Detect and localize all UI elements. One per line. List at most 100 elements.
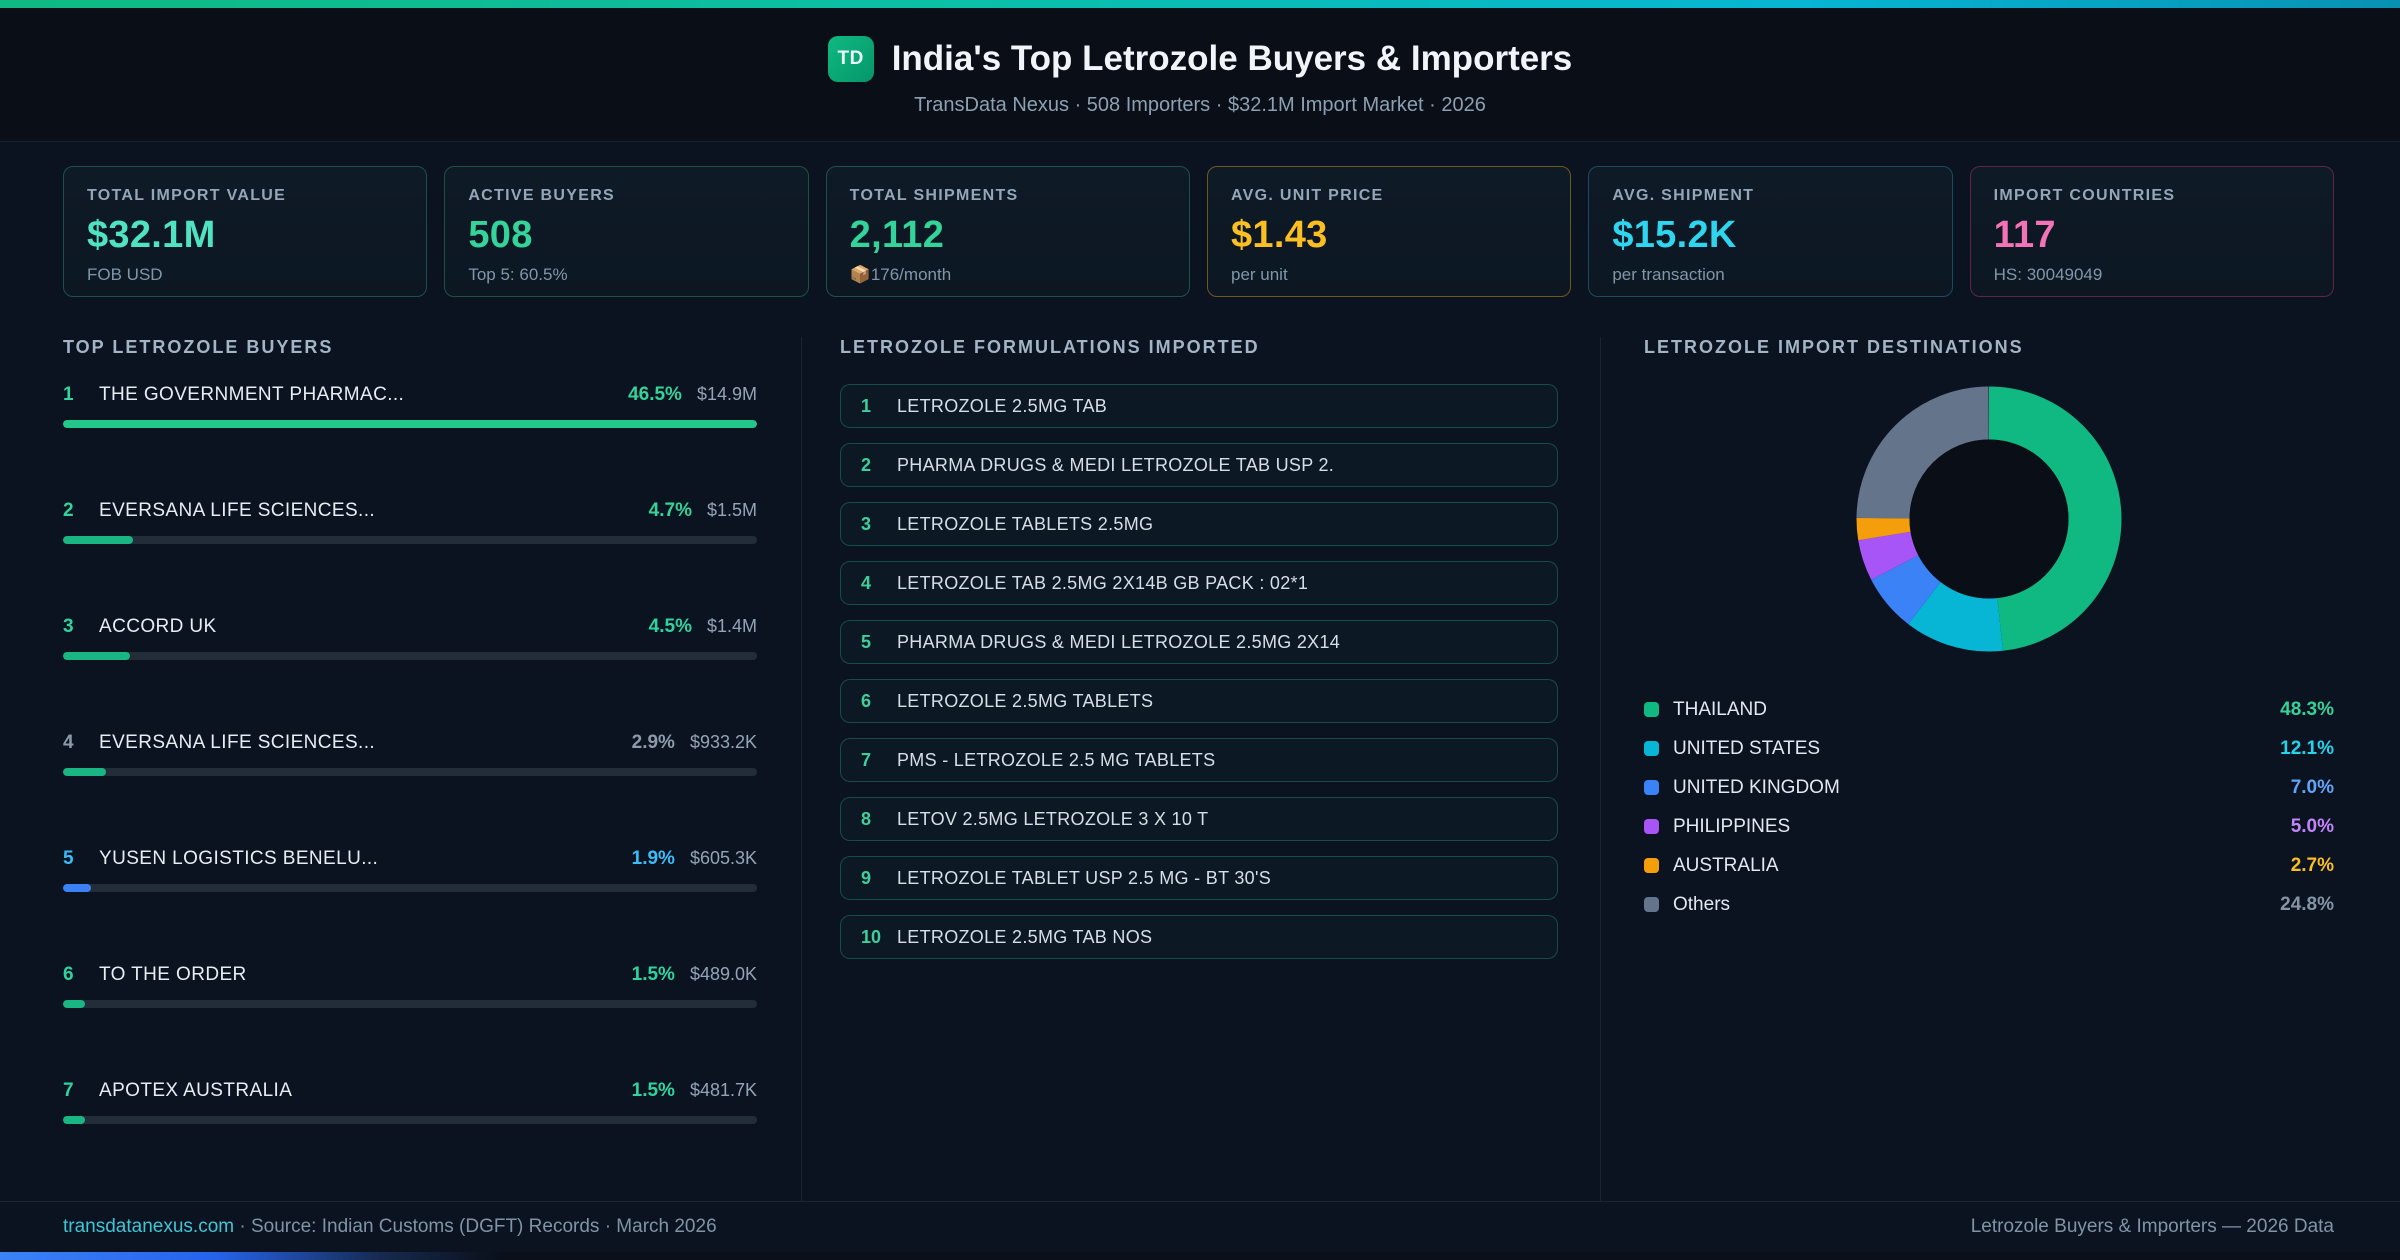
buyer-rank: 3: [63, 616, 74, 637]
formulation-item: 8 LETOV 2.5MG LETROZOLE 3 X 10 T: [840, 797, 1558, 841]
stat-card: TOTAL IMPORT VALUE $32.1M FOB USD: [63, 166, 428, 297]
buyer-bar-fill: [63, 652, 131, 660]
legend-country-label: THAILAND: [1673, 698, 1767, 720]
formulation-name: LETROZOLE TAB 2.5MG 2X14B GB PACK : 02*1: [897, 572, 1309, 593]
buyer-bar-track: [63, 1000, 757, 1008]
formulation-name: PHARMA DRUGS & MEDI LETROZOLE TAB USP 2.: [897, 454, 1335, 475]
legend-swatch: [1644, 858, 1659, 873]
buyer-value: $1.5M: [706, 500, 757, 520]
formulation-name: PHARMA DRUGS & MEDI LETROZOLE 2.5MG 2X14: [897, 631, 1341, 652]
donut-segment-thailand: [1856, 386, 2122, 652]
formulation-item: 2 PHARMA DRUGS & MEDI LETROZOLE TAB USP …: [840, 443, 1558, 487]
top-buyers-heading: TOP LETROZOLE BUYERS: [63, 337, 334, 357]
buyer-value: $489.0K: [689, 964, 757, 984]
legend-country-label: AUSTRALIA: [1673, 854, 1779, 876]
buyer-rank: 2: [63, 500, 74, 521]
stat-sub: FOB USD: [87, 265, 163, 284]
stat-value: 2,112: [849, 214, 945, 256]
donut-segment-united-states: [1856, 386, 2122, 652]
top-buyers-panel: TOP LETROZOLE BUYERS 1 THE GOVERNMENT PH…: [63, 337, 801, 1201]
main-content: TOP LETROZOLE BUYERS 1 THE GOVERNMENT PH…: [0, 297, 2400, 1201]
legend-row: UNITED STATES 12.1%: [1644, 729, 2334, 768]
formulation-name: PMS - LETROZOLE 2.5 MG TABLETS: [897, 749, 1216, 770]
buyer-bar-fill: [63, 536, 134, 544]
destinations-heading: LETROZOLE IMPORT DESTINATIONS: [1644, 337, 2024, 357]
header: TD India's Top Letrozole Buyers & Import…: [0, 8, 2400, 142]
buyer-bar-track: [63, 652, 757, 660]
buyer-row: 5 YUSEN LOGISTICS BENELU... 1.9% $605.3K: [63, 848, 757, 892]
formulation-item: 4 LETROZOLE TAB 2.5MG 2X14B GB PACK : 02…: [840, 561, 1558, 605]
legend-percent: 7.0%: [2290, 776, 2334, 798]
legend-swatch: [1644, 819, 1659, 834]
stat-label: TOTAL IMPORT VALUE: [87, 187, 287, 204]
stat-card: IMPORT COUNTRIES 117 HS: 30049049: [1969, 166, 2334, 297]
footer-right-text: Letrozole Buyers & Importers — 2026 Data: [1970, 1216, 2334, 1237]
footer-source-text: transdatanexus.com · Source: Indian Cust…: [63, 1216, 717, 1238]
donut-segment-australia: [1856, 386, 2122, 652]
buyer-row: 1 THE GOVERNMENT PHARMAC... 46.5% $14.9M: [63, 384, 757, 428]
formulation-number: 4: [861, 572, 872, 593]
formulation-item: 9 LETROZOLE TABLET USP 2.5 MG - BT 30'S: [840, 856, 1558, 900]
legend-swatch: [1644, 741, 1659, 756]
formulation-item: 6 LETROZOLE 2.5MG TABLETS: [840, 679, 1558, 723]
import-destinations-donut-chart: [1856, 386, 2122, 652]
formulation-number: 10: [861, 926, 882, 947]
page-title: India's Top Letrozole Buyers & Importers: [891, 39, 1573, 78]
legend-row: PHILIPPINES 5.0%: [1644, 807, 2334, 846]
buyer-share-percent: 1.9%: [631, 848, 675, 869]
footer-domain-link[interactable]: transdatanexus.com: [63, 1216, 235, 1237]
buyer-name: YUSEN LOGISTICS BENELU...: [99, 848, 379, 869]
buyer-bar-fill: [63, 1000, 86, 1008]
stat-sub: per unit: [1230, 265, 1288, 284]
formulation-item: 7 PMS - LETROZOLE 2.5 MG TABLETS: [840, 738, 1558, 782]
stat-sub: HS: 30049049: [1993, 265, 2103, 284]
formulation-item: 10 LETROZOLE 2.5MG TAB NOS: [840, 915, 1558, 959]
stat-value: $32.1M: [87, 214, 216, 256]
formulation-number: 1: [861, 395, 872, 416]
formulation-item: 5 PHARMA DRUGS & MEDI LETROZOLE 2.5MG 2X…: [840, 620, 1558, 664]
buyer-share-percent: 1.5%: [631, 1080, 675, 1101]
buyer-bar-track: [63, 420, 757, 428]
legend-row: Others 24.8%: [1644, 885, 2334, 924]
formulation-number: 5: [861, 631, 872, 652]
footer-source-rest: · Source: Indian Customs (DGFT) Records …: [234, 1216, 717, 1237]
stat-card: TOTAL SHIPMENTS 2,112 📦176/month: [825, 166, 1190, 297]
formulations-heading: LETROZOLE FORMULATIONS IMPORTED: [840, 337, 1260, 357]
formulation-item: 3 LETROZOLE TABLETS 2.5MG: [840, 502, 1558, 546]
formulations-panel: LETROZOLE FORMULATIONS IMPORTED 1 LETROZ…: [801, 337, 1600, 1201]
buyer-name: EVERSANA LIFE SCIENCES...: [99, 732, 376, 753]
formulation-name: LETROZOLE TABLET USP 2.5 MG - BT 30'S: [897, 867, 1271, 888]
buyer-row: 3 ACCORD UK 4.5% $1.4M: [63, 616, 757, 660]
legend-percent: 24.8%: [2280, 893, 2334, 915]
formulation-item: 1 LETROZOLE 2.5MG TAB: [840, 384, 1558, 428]
formulation-number: 8: [861, 808, 872, 829]
formulation-number: 3: [861, 513, 872, 534]
stat-label: IMPORT COUNTRIES: [1993, 187, 2176, 204]
buyer-bar-track: [63, 536, 757, 544]
destinations-legend: THAILAND 48.3% UNITED STATES 12.1% UNITE…: [1644, 690, 2334, 924]
legend-percent: 12.1%: [2280, 737, 2334, 759]
buyer-rank: 5: [63, 848, 74, 869]
buyer-share-percent: 1.5%: [631, 964, 675, 985]
formulation-name: LETROZOLE 2.5MG TAB: [897, 395, 1108, 416]
buyer-bar-fill: [63, 420, 757, 428]
buyer-row: 2 EVERSANA LIFE SCIENCES... 4.7% $1.5M: [63, 500, 757, 544]
formulation-name: LETROZOLE 2.5MG TAB NOS: [897, 926, 1153, 947]
buyer-bar-fill: [63, 884, 92, 892]
legend-country-label: UNITED STATES: [1673, 737, 1821, 759]
stat-value: 117: [1993, 214, 2056, 256]
stat-card: AVG. SHIPMENT $15.2K per transaction: [1588, 166, 1953, 297]
legend-swatch: [1644, 897, 1659, 912]
legend-percent: 48.3%: [2280, 698, 2334, 720]
buyer-name: ACCORD UK: [99, 616, 217, 637]
buyer-value: $481.7K: [689, 1080, 757, 1100]
stat-label: AVG. SHIPMENT: [1612, 187, 1755, 204]
legend-country-label: UNITED KINGDOM: [1673, 776, 1840, 798]
legend-country-label: Others: [1673, 893, 1731, 915]
buyer-value: $605.3K: [689, 848, 757, 868]
stat-value: $15.2K: [1612, 214, 1737, 256]
buyer-name: THE GOVERNMENT PHARMAC...: [99, 384, 405, 405]
legend-swatch: [1644, 702, 1659, 717]
formulation-number: 2: [861, 454, 872, 475]
